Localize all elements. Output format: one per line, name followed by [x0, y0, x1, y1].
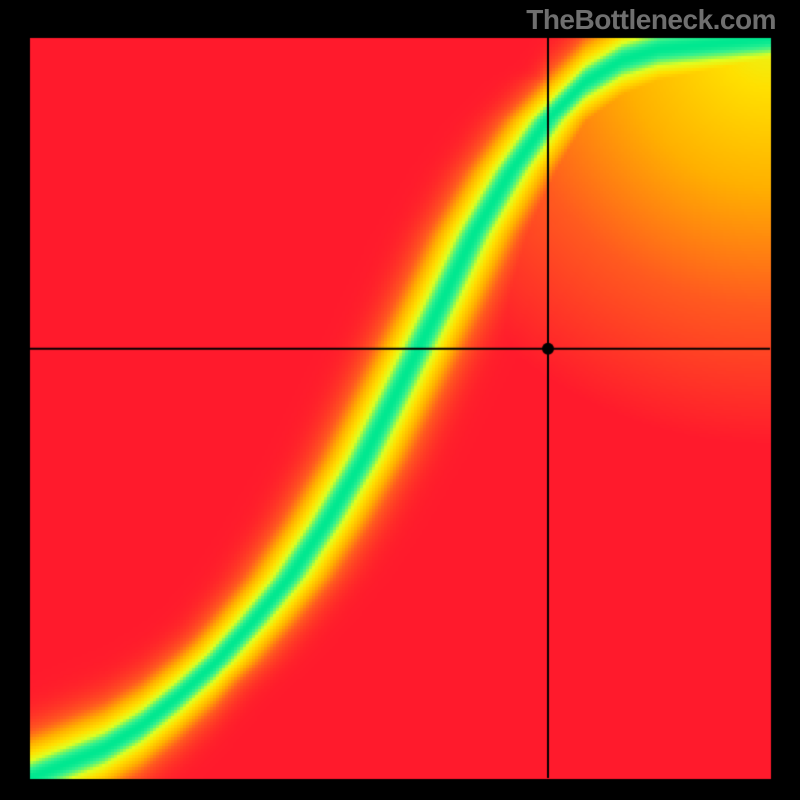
heatmap-canvas — [0, 0, 800, 800]
watermark-text: TheBottleneck.com — [526, 4, 776, 36]
chart-container: TheBottleneck.com — [0, 0, 800, 800]
